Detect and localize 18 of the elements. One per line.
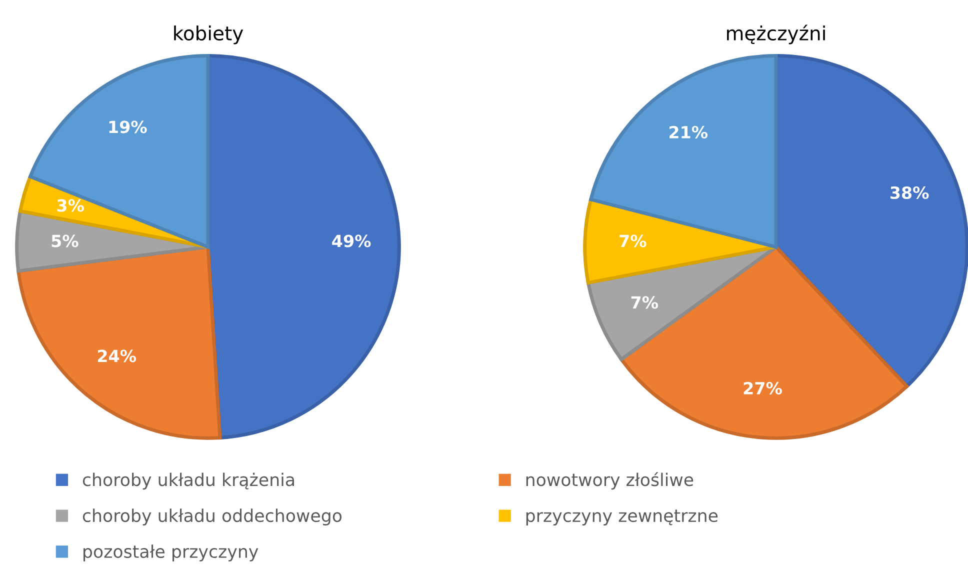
data-label: 27% xyxy=(744,382,782,395)
data-label: 5% xyxy=(52,234,78,248)
data-label: 49% xyxy=(332,234,371,248)
data-label: 7% xyxy=(620,234,646,248)
chart-title: kobiety xyxy=(174,25,244,44)
chart-title: mężczyźni xyxy=(727,24,825,44)
data-label: 7% xyxy=(631,296,658,309)
data-label: 21% xyxy=(669,126,708,138)
legend-label: przyczyny zewnętrzne xyxy=(526,510,718,526)
legend-label: nowotwory złośliwe xyxy=(526,472,694,490)
data-label: 19% xyxy=(109,120,147,134)
legend-label: choroby układu oddechowego xyxy=(82,508,342,526)
data-label: 38% xyxy=(890,186,929,200)
data-label: 3% xyxy=(57,199,84,212)
legend-label: choroby układu krążenia xyxy=(82,472,294,490)
data-label: 24% xyxy=(98,350,136,362)
pie-slice xyxy=(28,54,210,249)
legend-label: pozostałe przyczyny xyxy=(84,544,258,562)
